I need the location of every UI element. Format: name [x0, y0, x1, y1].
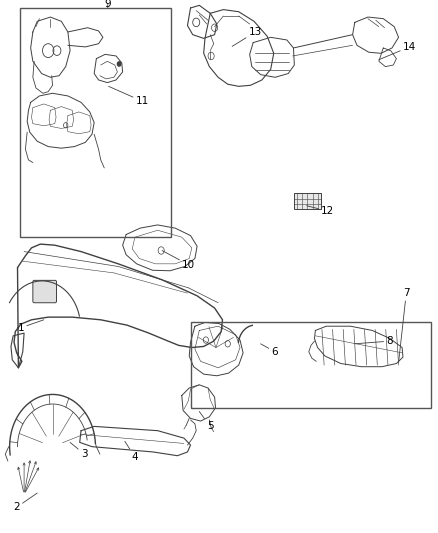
Text: 6: 6 — [261, 344, 278, 357]
Text: 10: 10 — [162, 251, 195, 270]
Text: 5: 5 — [199, 411, 213, 431]
Bar — [294, 193, 321, 209]
Text: 14: 14 — [379, 42, 416, 60]
Text: 3: 3 — [70, 442, 88, 459]
Text: 8: 8 — [355, 336, 393, 346]
Text: 7: 7 — [399, 288, 410, 362]
Text: 12: 12 — [307, 206, 334, 216]
Text: 11: 11 — [109, 86, 149, 106]
Bar — [191, 322, 431, 408]
Text: 1: 1 — [18, 320, 44, 333]
Text: 4: 4 — [125, 441, 138, 462]
Text: 2: 2 — [13, 493, 37, 512]
Bar — [20, 8, 171, 237]
FancyBboxPatch shape — [33, 280, 57, 303]
Text: 13: 13 — [232, 27, 262, 46]
Text: 9: 9 — [104, 0, 111, 9]
Circle shape — [117, 62, 121, 66]
